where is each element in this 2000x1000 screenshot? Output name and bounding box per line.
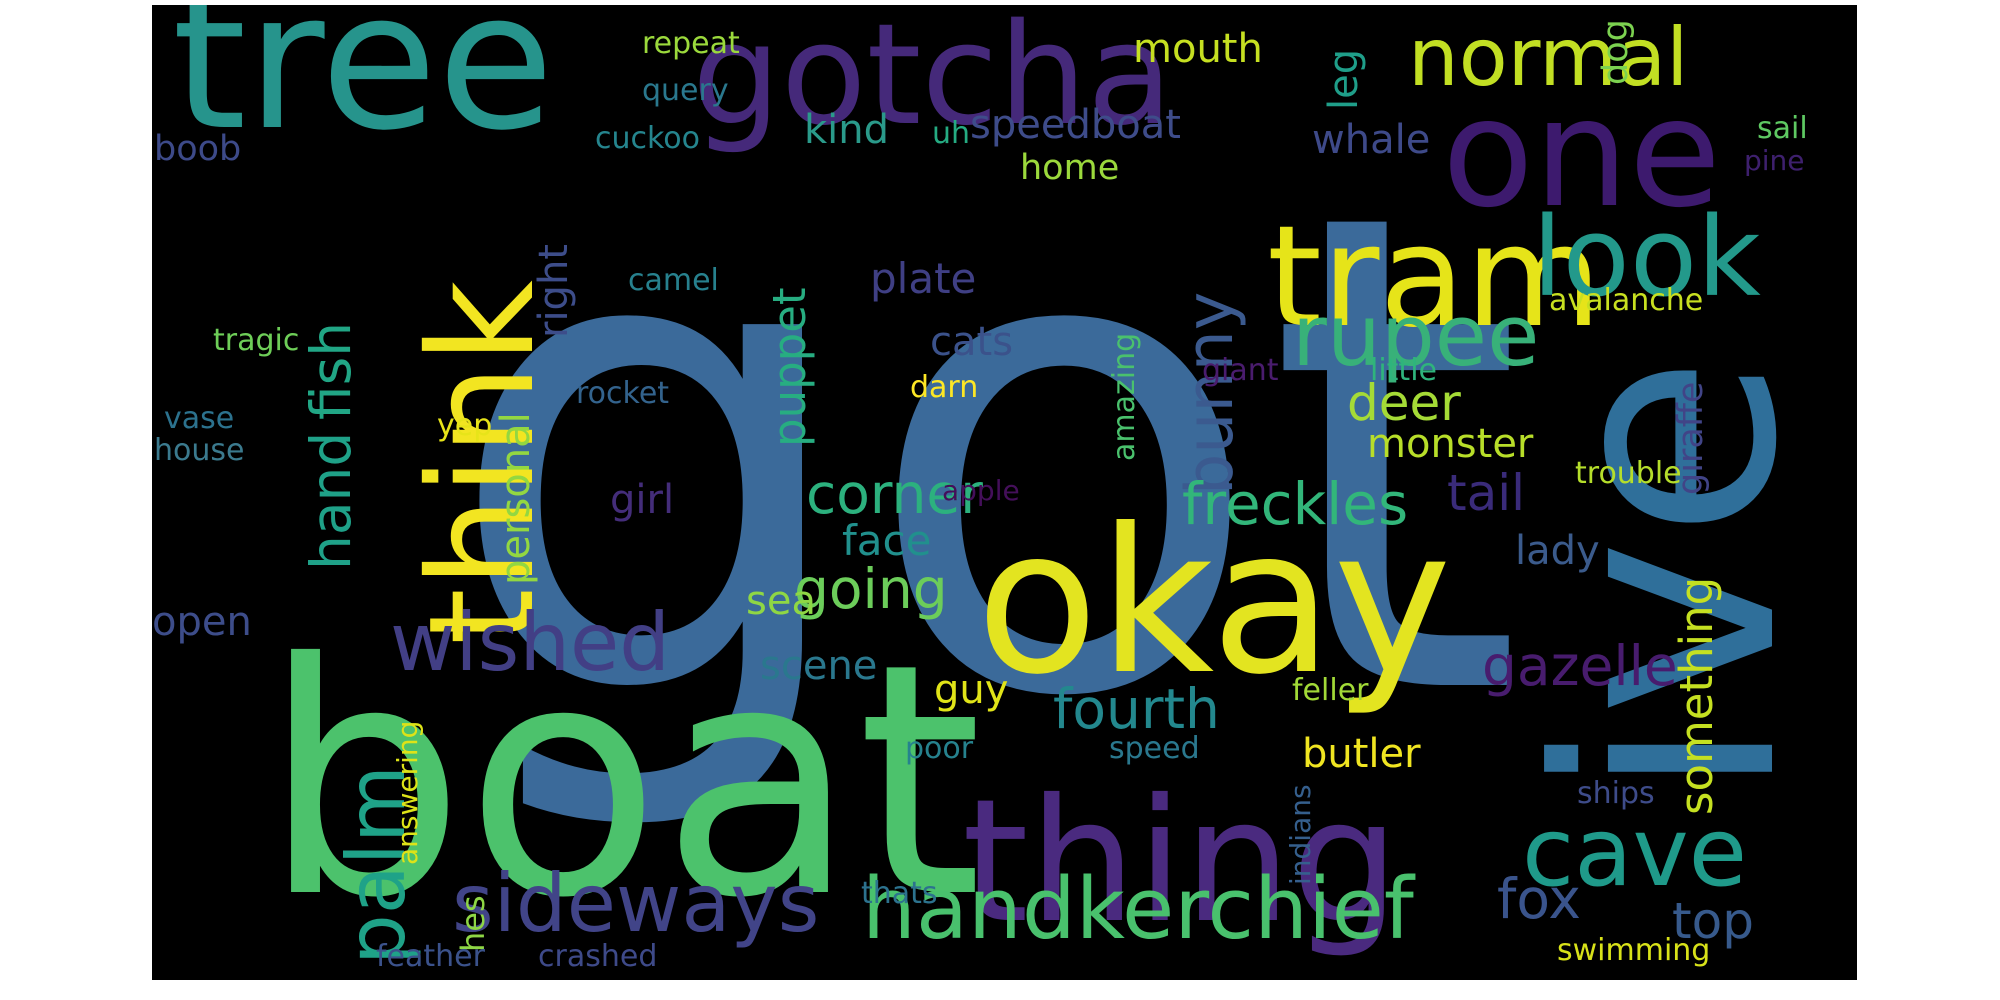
word-plate: plate bbox=[870, 254, 976, 303]
word-uh: uh bbox=[932, 116, 970, 151]
word-wished: wished bbox=[390, 596, 670, 689]
word-okay: okay bbox=[976, 486, 1452, 719]
word-palm: palm bbox=[330, 765, 423, 965]
word-giant: giant bbox=[1202, 353, 1279, 388]
word-amazing: amazing bbox=[1107, 333, 1142, 461]
word-swimming: swimming bbox=[1557, 933, 1710, 968]
word-feller: feller bbox=[1292, 673, 1369, 708]
word-girl: girl bbox=[610, 477, 674, 523]
word-crashed: crashed bbox=[538, 939, 657, 974]
word-tragic: tragic bbox=[213, 323, 299, 358]
word-thing: thing bbox=[962, 763, 1399, 961]
word-butler: butler bbox=[1302, 731, 1421, 777]
word-personal: personal bbox=[493, 412, 539, 585]
word-boat: boat bbox=[262, 596, 982, 968]
word-leg: leg bbox=[1321, 49, 1367, 110]
word-rocket: rocket bbox=[576, 376, 669, 411]
word-apple: apple bbox=[942, 474, 1020, 507]
word-face: face bbox=[842, 516, 931, 565]
word-poor: poor bbox=[905, 731, 974, 766]
word-vase: vase bbox=[164, 401, 234, 436]
word-repeat: repeat bbox=[642, 26, 740, 61]
word-pine: pine bbox=[1744, 144, 1805, 177]
word-scene: scene bbox=[760, 643, 877, 689]
word-got: got bbox=[443, 72, 1525, 841]
word-giraffe: giraffe bbox=[1671, 382, 1711, 495]
word-puppet: puppet bbox=[763, 287, 816, 447]
word-tram: tram bbox=[1267, 196, 1602, 359]
word-corner: corner bbox=[806, 462, 983, 526]
word-something: something bbox=[1670, 577, 1723, 815]
word-tail: tail bbox=[1447, 464, 1525, 522]
word-yep: yep bbox=[437, 408, 492, 443]
word-hes: hes bbox=[454, 895, 492, 952]
word-fish: fish bbox=[299, 322, 363, 420]
word-darn: darn bbox=[910, 370, 978, 405]
word-whale: whale bbox=[1312, 117, 1430, 163]
word-normal: normal bbox=[1408, 11, 1688, 104]
word-top: top bbox=[1672, 892, 1754, 950]
word-going: going bbox=[794, 557, 948, 621]
word-right: right bbox=[531, 244, 577, 338]
word-fourth: fourth bbox=[1053, 677, 1220, 741]
word-handkerchief: handkerchief bbox=[862, 860, 1416, 959]
word-speed: speed bbox=[1109, 731, 1200, 766]
word-sideways: sideways bbox=[452, 857, 819, 950]
word-gotcha: gotcha bbox=[692, 5, 1173, 157]
word-mouth: mouth bbox=[1133, 26, 1263, 72]
word-query: query bbox=[642, 73, 729, 108]
word-cave: cave bbox=[1522, 798, 1747, 908]
word-open: open bbox=[152, 599, 252, 645]
word-monster: monster bbox=[1367, 421, 1534, 467]
word-feather: feather bbox=[376, 939, 486, 974]
word-answering: answering bbox=[391, 721, 424, 865]
word-look: look bbox=[1532, 193, 1761, 321]
word-lady: lady bbox=[1515, 528, 1600, 574]
word-ive: ive bbox=[1494, 355, 1843, 800]
word-home: home bbox=[1020, 148, 1119, 188]
word-guy: guy bbox=[934, 667, 1008, 713]
word-one: one bbox=[1442, 67, 1721, 241]
word-speedboat: speedboat bbox=[970, 102, 1181, 148]
word-gazelle: gazelle bbox=[1482, 634, 1678, 698]
word-deer: deer bbox=[1347, 374, 1461, 432]
word-cuckoo: cuckoo bbox=[595, 121, 700, 156]
word-sail: sail bbox=[1757, 111, 1808, 146]
word-hand: hand bbox=[299, 432, 363, 570]
word-sea: sea bbox=[746, 578, 816, 624]
word-rupee: rupee bbox=[1292, 287, 1539, 386]
word-ships: ships bbox=[1577, 776, 1655, 811]
word-dog: dog bbox=[1596, 19, 1636, 85]
word-think: think bbox=[398, 280, 567, 645]
word-camel: camel bbox=[628, 263, 719, 298]
word-trouble: trouble bbox=[1575, 456, 1682, 491]
word-tree: tree bbox=[172, 5, 554, 172]
word-thats: thats bbox=[861, 876, 938, 911]
word-cloud-panel: got boat okay ive tree gotcha one thing think tra… bbox=[152, 5, 1857, 980]
word-avalanche: avalanche bbox=[1549, 283, 1703, 318]
word-cats: cats bbox=[930, 319, 1013, 365]
word-indians: indians bbox=[1284, 784, 1317, 885]
word-freckles: freckles bbox=[1182, 470, 1408, 538]
word-kind: kind bbox=[804, 107, 889, 153]
word-little: little bbox=[1370, 353, 1437, 388]
word-boob: boob bbox=[154, 129, 241, 169]
word-bunny: bunny bbox=[1173, 292, 1248, 495]
word-fox: fox bbox=[1497, 867, 1581, 931]
word-house: house bbox=[154, 433, 244, 468]
